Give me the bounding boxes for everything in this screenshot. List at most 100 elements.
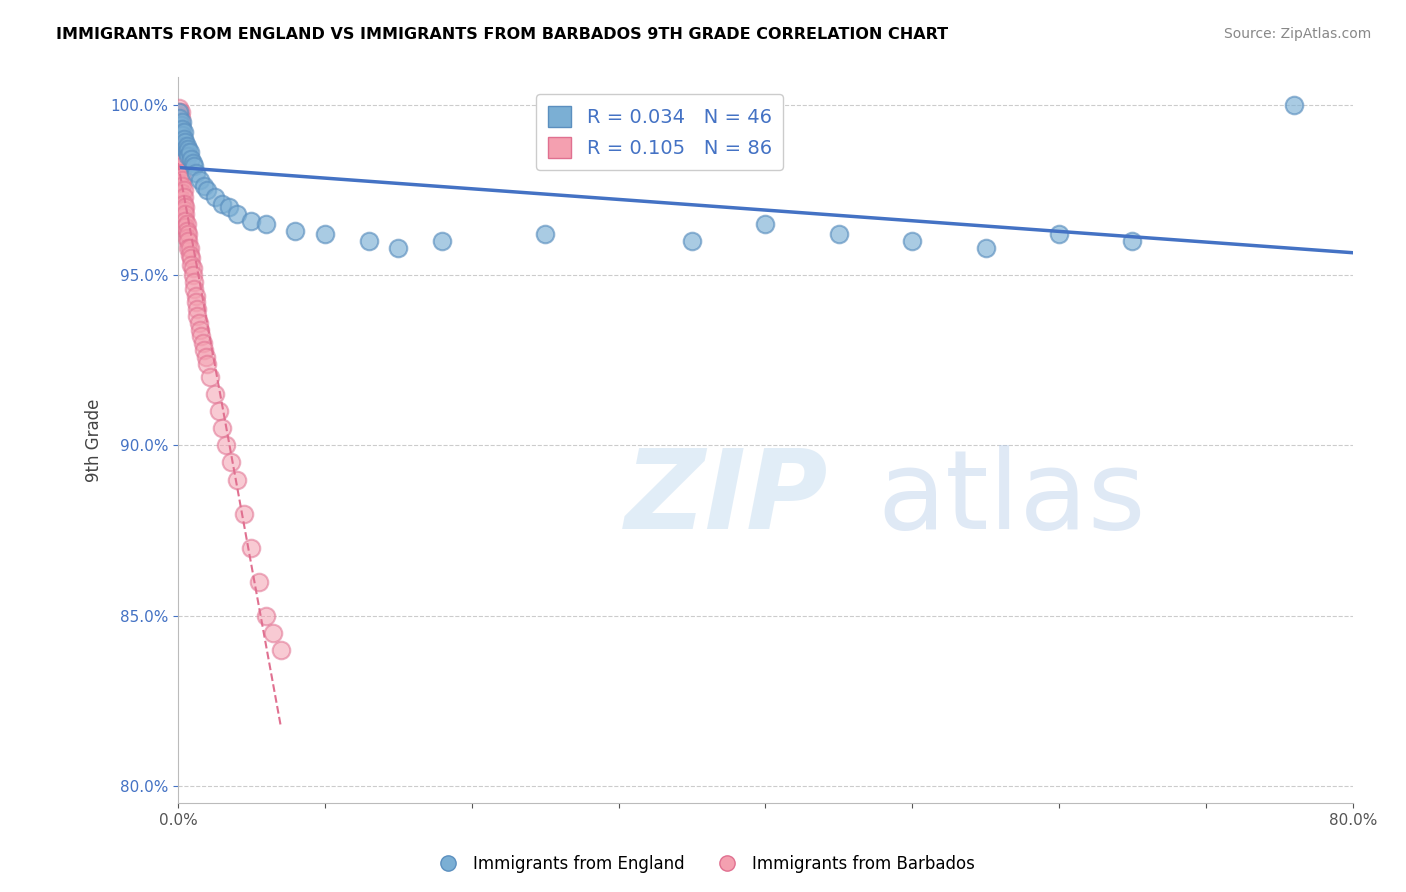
Point [169,196,191,211]
Point [187,316,209,330]
Text: Source: ZipAtlas.com: Source: ZipAtlas.com [1223,27,1371,41]
Point [169,183,191,197]
Point [176,230,198,244]
Point [167,145,190,160]
Point [432,234,454,248]
Point [173,203,195,218]
Point [314,227,336,242]
Point [218,200,240,214]
Point [170,152,193,166]
Point [195,183,218,197]
Legend: Immigrants from England, Immigrants from Barbados: Immigrants from England, Immigrants from… [425,848,981,880]
Point [188,322,211,336]
Point [170,118,193,132]
Point [172,121,194,136]
Point [173,190,195,204]
Point [240,541,263,555]
Point [233,507,256,521]
Point [262,625,284,640]
Point [172,135,194,149]
Point [170,125,193,139]
Point [180,251,202,265]
Point [681,234,703,248]
Legend: R = 0.034   N = 46, R = 0.105   N = 86: R = 0.034 N = 46, R = 0.105 N = 86 [536,95,783,169]
Point [1047,227,1070,242]
Point [179,247,201,261]
Point [193,343,215,357]
Point [828,227,851,242]
Point [177,142,200,156]
Point [901,234,924,248]
Point [754,217,776,231]
Point [254,608,277,623]
Point [174,135,197,149]
Point [974,241,997,255]
Point [169,190,191,204]
Point [176,138,198,153]
Point [169,114,191,128]
Point [176,224,198,238]
Point [1121,234,1143,248]
Point [387,241,409,255]
Point [169,135,191,149]
Point [181,261,204,276]
Point [200,370,222,384]
Point [167,138,190,153]
Point [169,121,191,136]
Point [180,152,202,166]
Point [184,288,207,302]
Point [219,455,242,469]
Point [173,183,195,197]
Point [169,162,191,177]
Point [170,145,193,160]
Point [174,200,197,214]
Point [225,207,247,221]
Point [195,357,218,371]
Y-axis label: 9th Grade: 9th Grade [86,399,103,482]
Point [169,176,191,190]
Point [167,132,190,146]
Point [173,196,195,211]
Point [183,282,205,296]
Point [215,438,238,452]
Point [179,145,201,160]
Point [170,104,193,119]
Point [247,574,270,589]
Point [173,138,195,153]
Point [177,234,200,248]
Point [211,421,233,435]
Point [173,125,195,139]
Point [204,387,226,401]
Point [172,159,194,173]
Point [186,309,208,323]
Point [170,125,193,139]
Point [172,186,194,201]
Point [170,118,193,132]
Point [167,159,190,173]
Point [167,152,190,166]
Point [194,350,217,364]
Point [181,155,204,169]
Point [186,302,208,317]
Text: atlas: atlas [877,445,1146,552]
Point [167,166,190,180]
Point [191,336,214,351]
Point [173,210,195,224]
Point [169,112,191,126]
Point [208,404,231,418]
Point [167,125,190,139]
Point [169,142,191,156]
Point [183,275,205,289]
Point [167,118,190,132]
Point [167,104,190,119]
Point [177,149,200,163]
Point [172,193,194,207]
Point [190,329,212,343]
Point [177,227,200,242]
Point [169,169,191,184]
Point [172,114,194,128]
Point [169,149,191,163]
Point [172,172,194,186]
Point [181,268,204,282]
Point [169,128,191,143]
